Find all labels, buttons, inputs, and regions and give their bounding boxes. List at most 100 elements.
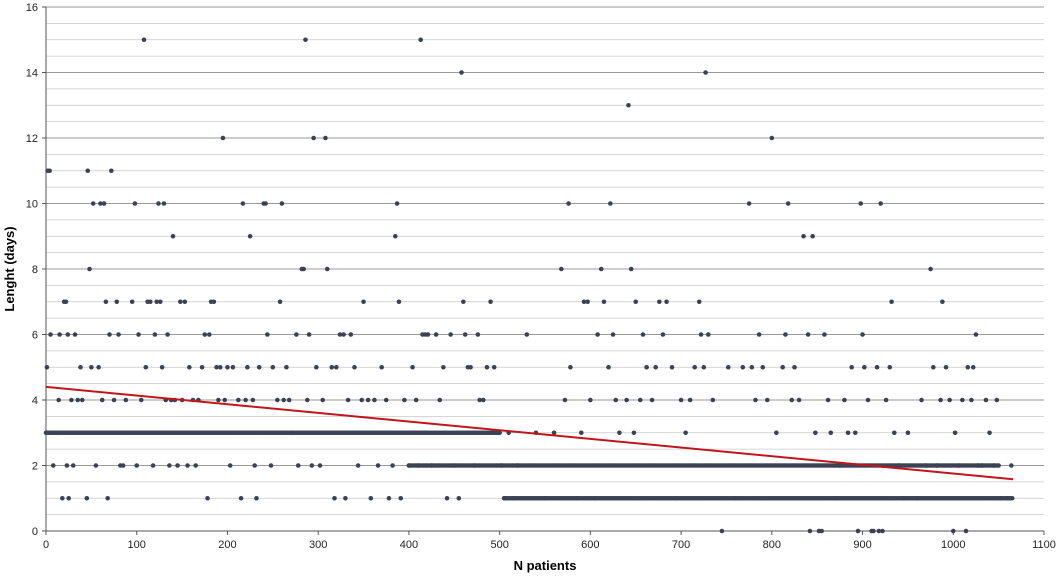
data-point xyxy=(828,430,834,436)
data-point xyxy=(858,201,864,206)
data-point xyxy=(760,364,766,370)
data-point xyxy=(1009,495,1015,501)
data-point xyxy=(170,233,176,239)
y-tick-label: 2 xyxy=(32,461,38,473)
data-point xyxy=(161,201,167,206)
data-point xyxy=(703,70,708,75)
data-point xyxy=(499,463,504,468)
data-point xyxy=(491,364,497,370)
data-point xyxy=(368,495,374,501)
data-point xyxy=(60,495,65,501)
data-point xyxy=(352,364,357,370)
data-point xyxy=(75,397,81,403)
data-point xyxy=(568,364,573,370)
data-point xyxy=(304,397,310,403)
data-point xyxy=(914,495,920,501)
data-point xyxy=(559,266,564,272)
data-point xyxy=(383,397,389,403)
data-point xyxy=(796,397,802,403)
data-point xyxy=(874,364,880,370)
data-point xyxy=(876,528,882,534)
data-point xyxy=(167,463,172,468)
data-point xyxy=(116,332,121,337)
data-point xyxy=(451,463,457,468)
y-tick-label: 8 xyxy=(32,264,38,276)
data-point xyxy=(314,364,319,370)
grid-lines xyxy=(46,6,1044,516)
data-point xyxy=(103,299,109,305)
data-point xyxy=(306,332,312,337)
data-point xyxy=(706,332,711,337)
data-point xyxy=(524,332,530,337)
data-point xyxy=(764,397,770,403)
data-point xyxy=(402,397,407,403)
data-point xyxy=(50,463,56,468)
x-tick-label: 600 xyxy=(581,539,599,551)
data-point xyxy=(398,495,404,501)
data-point xyxy=(657,299,662,305)
data-point xyxy=(892,430,897,436)
data-point xyxy=(901,495,906,501)
data-point xyxy=(991,463,997,468)
data-point xyxy=(852,430,858,436)
x-tick-label: 700 xyxy=(672,539,690,551)
data-point xyxy=(617,430,622,436)
data-point xyxy=(585,299,590,305)
data-point xyxy=(578,430,584,436)
data-point xyxy=(220,135,226,141)
data-point xyxy=(136,332,141,337)
data-point xyxy=(889,299,894,305)
data-point xyxy=(156,201,161,206)
y-tick-label: 14 xyxy=(26,68,38,80)
data-point xyxy=(943,364,949,370)
data-point xyxy=(698,332,704,337)
data-point xyxy=(462,332,468,337)
x-tick-label: 300 xyxy=(309,539,327,551)
data-point xyxy=(969,397,974,403)
data-point xyxy=(822,332,827,337)
data-point xyxy=(56,397,62,403)
data-point xyxy=(956,463,962,468)
data-point xyxy=(85,168,91,174)
data-point xyxy=(247,233,253,239)
data-point xyxy=(64,463,70,468)
data-point xyxy=(963,528,969,534)
y-tick-label: 16 xyxy=(26,2,38,14)
trendline-group xyxy=(45,385,1014,481)
data-point xyxy=(574,495,580,501)
data-point xyxy=(334,364,339,370)
data-point xyxy=(855,528,861,534)
data-point xyxy=(111,397,117,403)
y-tick-label: 4 xyxy=(32,395,38,407)
data-point xyxy=(887,364,893,370)
data-point xyxy=(123,397,129,403)
data-point xyxy=(187,364,192,370)
data-point xyxy=(114,299,120,305)
data-point xyxy=(613,397,619,403)
data-point xyxy=(896,463,902,468)
data-point xyxy=(626,102,631,108)
data-point xyxy=(343,495,348,501)
data-point xyxy=(275,397,280,403)
data-point xyxy=(970,364,976,370)
data-point xyxy=(165,332,170,337)
data-point xyxy=(862,364,867,370)
data-point xyxy=(129,299,135,305)
data-point xyxy=(952,430,958,436)
data-point xyxy=(601,299,607,305)
x-tick-label: 900 xyxy=(853,539,871,551)
data-point xyxy=(323,135,328,141)
data-point xyxy=(710,397,716,403)
data-point xyxy=(860,332,865,337)
data-point xyxy=(355,463,361,468)
data-point xyxy=(437,397,443,403)
data-point xyxy=(205,495,210,501)
data-point xyxy=(238,495,244,501)
data-point xyxy=(701,364,707,370)
data-point xyxy=(678,397,684,403)
data-point xyxy=(998,495,1003,501)
x-tick-label: 1100 xyxy=(1032,539,1056,551)
data-point xyxy=(125,430,130,436)
